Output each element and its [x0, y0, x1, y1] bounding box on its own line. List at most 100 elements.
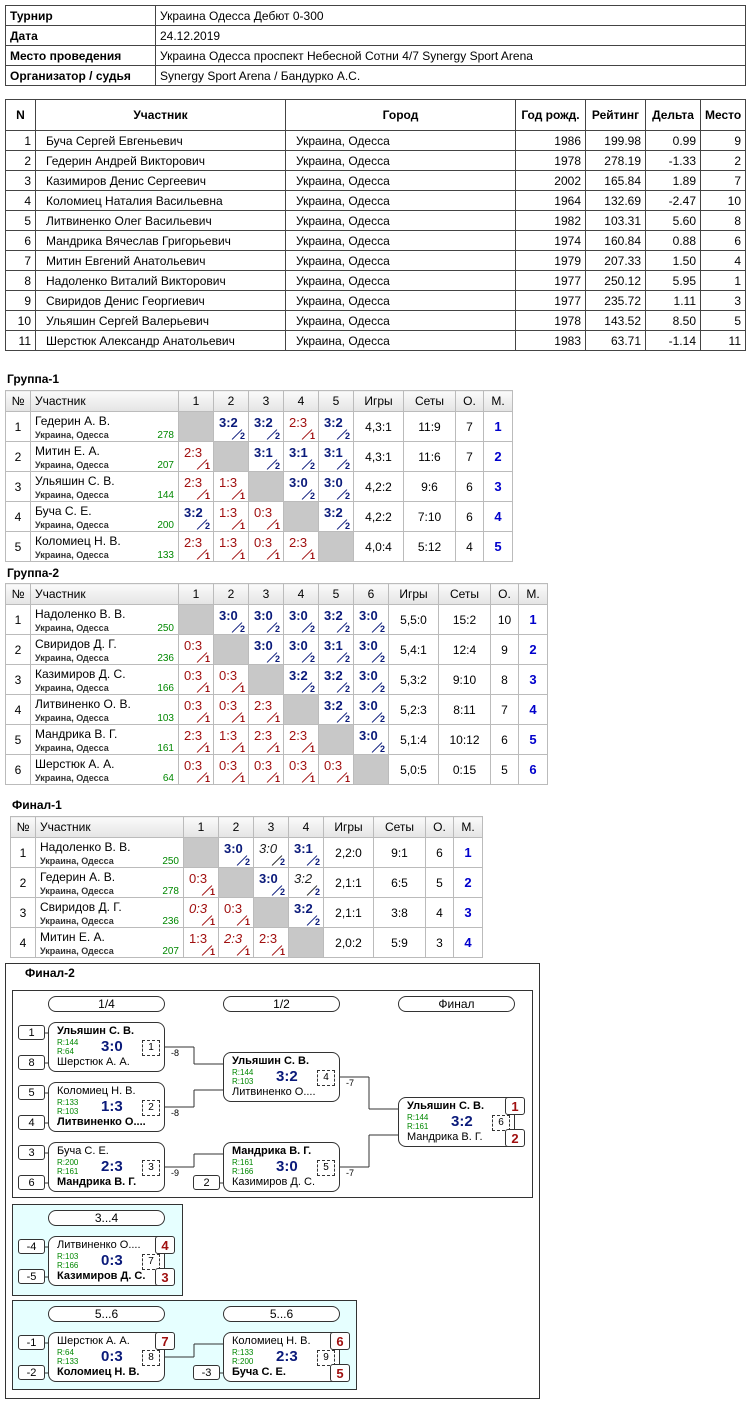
result-cell: 0:3 1: [318, 754, 354, 785]
participant-cell: 1982: [515, 210, 586, 231]
result-cell: [183, 837, 219, 868]
result-cell: 3:2 2: [248, 411, 284, 442]
points: 1: [204, 744, 210, 754]
player-rating: 207: [157, 460, 174, 471]
final-place: 5: [330, 1364, 350, 1382]
player-rating: R:166: [232, 1167, 254, 1176]
participant-cell: 6: [5, 230, 36, 251]
points: 2: [274, 654, 280, 664]
score: 3:0: [359, 608, 378, 623]
games: 4,3:1: [353, 441, 404, 472]
result-cell: 3:0 2: [353, 694, 389, 725]
result-cell: 0:3 1: [183, 897, 219, 928]
participant-cell: 2002: [515, 170, 586, 191]
score: 0:3: [324, 758, 343, 773]
participant-cell: Надоленко Виталий Викторович: [35, 270, 286, 291]
player-city: Украина, Одесса: [35, 460, 109, 470]
participant-cell: 4: [5, 190, 36, 211]
result-cell: [318, 531, 354, 562]
place: 5: [483, 531, 513, 562]
final-place: 7: [155, 1332, 175, 1350]
header-row: № Участник 1 2 3 4 5 6 Игры Сеты О. М.: [5, 583, 548, 605]
result-cell: 3:0 2: [248, 634, 284, 665]
participant-cell: 207.33: [585, 250, 646, 271]
player-rating: 278: [157, 430, 174, 441]
group-row: 5 Коломиец Н. В. Украина, Одесса 133 2:3 1 1:3…: [5, 531, 513, 562]
participant-cell: 132.69: [585, 190, 646, 211]
participant-cell: Украина, Одесса: [285, 170, 516, 191]
info-value: 24.12.2019: [155, 25, 746, 46]
participant-cell: 235.72: [585, 290, 646, 311]
player-cell: Митин Е. А. Украина, Одесса 207: [30, 441, 179, 472]
result-cell: 3:1 2: [318, 441, 354, 472]
score: 2:3: [224, 931, 243, 946]
participant-cell: 1977: [515, 290, 586, 311]
score: 3:0: [254, 638, 273, 653]
result-cell: 2:3 1: [178, 724, 214, 755]
score: 2:3: [184, 445, 203, 460]
player-city: Украина, Одесса: [40, 856, 114, 866]
player-name: Свиридов Д. Г.: [40, 900, 122, 914]
score: 3:1: [254, 445, 273, 460]
column-header: 5: [318, 583, 354, 605]
participant-cell: 7: [700, 170, 746, 191]
match-box: Ульяшин С. В. R:144 Мандрика В. Г. R:161 3:2…: [398, 1097, 515, 1147]
score: 3:2: [324, 668, 343, 683]
place: 2: [483, 441, 513, 472]
player-city: Украина, Одесса: [35, 550, 109, 560]
participant-cell: 3: [5, 170, 36, 191]
result-cell: 3:0 2: [283, 604, 319, 635]
score: 0:3: [219, 668, 238, 683]
result-cell: [218, 867, 254, 898]
player-name: Буча С. Е.: [35, 504, 92, 518]
participant-cell: Украина, Одесса: [285, 130, 516, 151]
participant-cell: 1979: [515, 250, 586, 271]
row-number: 4: [5, 694, 31, 725]
result-cell: 1:3 1: [213, 501, 249, 532]
points: 1: [239, 684, 245, 694]
score: 3:0: [289, 608, 308, 623]
seed: 8: [18, 1055, 45, 1070]
points: 1: [274, 521, 280, 531]
round-header: 3...4: [48, 1210, 165, 1226]
player-rating: R:133: [57, 1357, 79, 1366]
participant-cell: 10: [700, 190, 746, 211]
score: 1:3: [219, 475, 238, 490]
result-cell: 3:1 2: [283, 441, 319, 472]
score: 3:0: [224, 841, 243, 856]
points-total: 8: [490, 664, 519, 695]
info-value: Украина Одесса проспект Небесной Сотни 4…: [155, 45, 746, 66]
player-name: Мандрика В. Г.: [407, 1131, 483, 1143]
player-cell: Мандрика В. Г. Украина, Одесса 161: [30, 724, 179, 755]
participant-cell: 1.11: [645, 290, 701, 311]
participant-cell: 2: [700, 150, 746, 171]
result-cell: 3:2 2: [318, 501, 354, 532]
info-table: Турнир Украина Одесса Дебют 0-300 Дата 24.1…: [5, 5, 746, 86]
result-cell: 3:1 2: [288, 837, 324, 868]
games: 2,1:1: [323, 897, 374, 928]
player-name: Шерстюк А. А.: [57, 1056, 130, 1068]
score: 0:3: [254, 535, 273, 550]
player-rating: 144: [157, 490, 174, 501]
sets: 11:6: [403, 441, 456, 472]
result-cell: 0:3 1: [178, 754, 214, 785]
player-city: Украина, Одесса: [35, 713, 109, 723]
participant-cell: 1978: [515, 150, 586, 171]
player-city: Украина, Одесса: [35, 683, 109, 693]
player-name: Литвиненко О. В.: [35, 697, 131, 711]
points: 1: [209, 947, 215, 957]
result-cell: 3:0 2: [283, 471, 319, 502]
participant-cell: 103.31: [585, 210, 646, 231]
participant-row: 1 Буча Сергей Евгеньевич Украина, Одесса 19…: [5, 130, 746, 151]
score: 3:0: [359, 698, 378, 713]
player-rating: 278: [162, 886, 179, 897]
player-name: Гедерин А. В.: [40, 870, 116, 884]
player-city: Украина, Одесса: [40, 886, 114, 896]
score: 2:3: [259, 931, 278, 946]
points-total: 10: [490, 604, 519, 635]
player-rating: R:64: [57, 1348, 74, 1357]
row-number: 3: [5, 471, 31, 502]
group-row: 4 Литвиненко О. В. Украина, Одесса 103 0:3 1 0…: [5, 694, 548, 725]
group-title: Группа-2: [7, 566, 60, 580]
player-name: Ульяшин С. В.: [57, 1025, 135, 1037]
